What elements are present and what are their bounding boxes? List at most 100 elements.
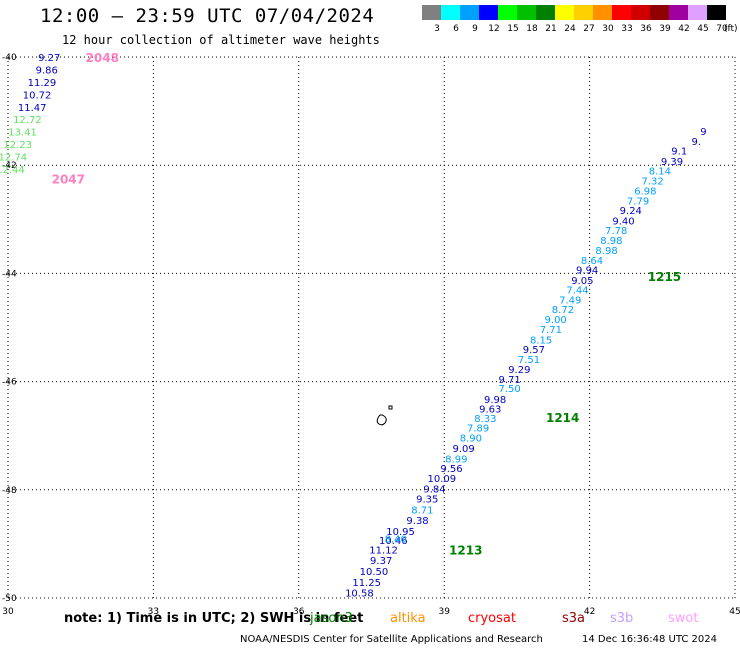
lat-tick-label: -50: [2, 594, 17, 604]
island-outline: [388, 405, 393, 410]
wave-height-observation: 12.44: [0, 165, 25, 176]
wave-height-observation: 12.23: [3, 140, 32, 151]
lon-tick-label: 39: [438, 607, 450, 617]
colorbar-swatch: [612, 5, 631, 20]
pass-label: 2048: [86, 51, 119, 65]
wave-height-observation: 9.: [691, 137, 701, 148]
legend-s3b: s3b: [610, 611, 634, 626]
wave-height-observation: 9.71: [498, 375, 520, 386]
wave-height-observation: 9.57: [523, 345, 545, 356]
wave-height-observation: 10.72: [23, 90, 52, 101]
legend-s3a: s3a: [562, 611, 586, 626]
wave-height-observation: 11.12: [369, 545, 398, 556]
wave-height-observation: 10.95: [386, 527, 415, 538]
colorbar-swatch: [422, 5, 441, 20]
lon-tick-label: 45: [729, 607, 740, 617]
wave-height-observation: 7.79: [627, 196, 649, 207]
legend-altika: altika: [390, 611, 426, 626]
wave-height-observation: 8.64: [581, 256, 603, 267]
wave-height-observation: 9.40: [612, 216, 634, 227]
wave-height-observation: 8.33: [474, 414, 496, 425]
colorbar-swatch: [650, 5, 669, 20]
generation-timestamp: 14 Dec 16:36:48 UTC 2024: [582, 634, 717, 645]
wave-height-observation: 10.46: [379, 536, 408, 547]
wave-height-observation: 9.39: [661, 157, 683, 168]
colorbar-tick-label: 15: [507, 24, 518, 34]
pass-label: 2047: [52, 173, 85, 187]
colorbar-swatch: [498, 5, 517, 20]
wave-height-observation: 8.72: [552, 305, 574, 316]
colorbar-swatch: [574, 5, 593, 20]
colorbar-swatch: [441, 5, 460, 20]
wave-height-observation: 7.78: [605, 226, 627, 237]
colorbar-tick-label: 21: [545, 24, 556, 34]
wave-height-observation: 8.40: [385, 534, 407, 545]
wave-height-observation: 9.29: [508, 365, 530, 376]
colorbar-swatch: [536, 5, 555, 20]
pass-label: 1214: [546, 411, 579, 425]
wave-height-observation: 9.05: [571, 276, 593, 287]
wave-height-observation: 8.98: [600, 236, 622, 247]
wave-height-observation: 9.00: [545, 315, 567, 326]
wave-height-observation: 9.37: [370, 556, 392, 567]
wave-height-map: 30 33 36 39 42 45 -40 -42 -44 -46 -48 -50 9.279.86 11…: [0, 51, 740, 617]
wave-height-observation: 8.99: [445, 454, 467, 465]
colorbar-swatch: [517, 5, 536, 20]
colorbar-tick-label: 9: [472, 24, 478, 34]
wave-height-observation: 8.14: [649, 167, 671, 178]
colorbar-tick-label: 42: [678, 24, 689, 34]
wave-height-observation: 7.51: [518, 355, 540, 366]
colorbar-tick-label: 24: [564, 24, 576, 34]
legend-jason3: jason3: [310, 611, 353, 626]
colorbar-tick-label: 39: [659, 24, 671, 34]
colorbar-swatch: [688, 5, 707, 20]
colorbar-swatch: [479, 5, 498, 20]
colorbar-tick-label: 33: [621, 24, 632, 34]
colorbar-tick-label: 45: [697, 24, 708, 34]
lon-tick-label: 42: [584, 607, 595, 617]
credit-line: NOAA/NESDIS Center for Satellite Applica…: [240, 634, 543, 645]
wave-height-observation: 7.32: [641, 176, 663, 187]
lat-tick-label: -44: [2, 269, 17, 279]
wave-height-observation: 9.98: [484, 395, 506, 406]
wave-height-observation: 9.56: [440, 464, 462, 475]
lat-tick-label: -42: [2, 161, 17, 171]
colorbar-tick-label: 30: [602, 24, 614, 34]
lon-tick-label: 36: [293, 607, 305, 617]
pass-label: 1213: [449, 543, 482, 557]
colorbar-swatch: [669, 5, 688, 20]
colorbar-tick-label: 3: [434, 24, 440, 34]
map-subtitle: 12 hour collection of altimeter wave hei…: [62, 33, 380, 47]
wave-height-observation: 9.09: [452, 444, 474, 455]
wave-height-observation: 8.71: [411, 505, 433, 516]
colorbar-swatch: [460, 5, 479, 20]
colorbar-tick-label: 27: [583, 24, 594, 34]
lon-tick-label: 30: [2, 607, 14, 617]
wave-height-observation: 7.50: [498, 384, 520, 395]
wave-height-observation: 12.74: [0, 153, 27, 164]
wave-height-observation: 10.50: [360, 567, 389, 578]
island-outline: [376, 414, 387, 426]
colorbar-tick-label: 36: [640, 24, 652, 34]
wave-height-observation: 7.44: [566, 286, 588, 297]
wave-height-observation: 7.49: [559, 295, 581, 306]
colorbar-swatch: [593, 5, 612, 20]
colorbar-swatch: [631, 5, 650, 20]
wave-height-observation: 10.09: [427, 474, 456, 485]
wave-height-observation: 9.94: [576, 266, 598, 277]
colorbar-tick-label: 18: [526, 24, 538, 34]
wave-height-observation: 9.63: [479, 405, 501, 416]
wave-height-observation: 9.38: [406, 516, 428, 527]
colorbar-swatch: [555, 5, 574, 20]
wave-height-observation: 13.41: [8, 128, 37, 139]
footer-note: note: 1) Time is in UTC; 2) SWH is in fe…: [64, 611, 364, 626]
wave-height-observation: 12.72: [13, 115, 42, 126]
colorbar-tick-label: 12: [488, 24, 499, 34]
legend-swot: swot: [668, 611, 699, 626]
lon-tick-label: 33: [148, 607, 159, 617]
lat-tick-label: -40: [2, 53, 17, 63]
wave-height-observation: 8.98: [595, 246, 617, 257]
wave-height-observation: 9.24: [620, 206, 642, 217]
wave-height-observation: 11.29: [28, 78, 57, 89]
wave-height-observation: 8.90: [460, 433, 482, 444]
